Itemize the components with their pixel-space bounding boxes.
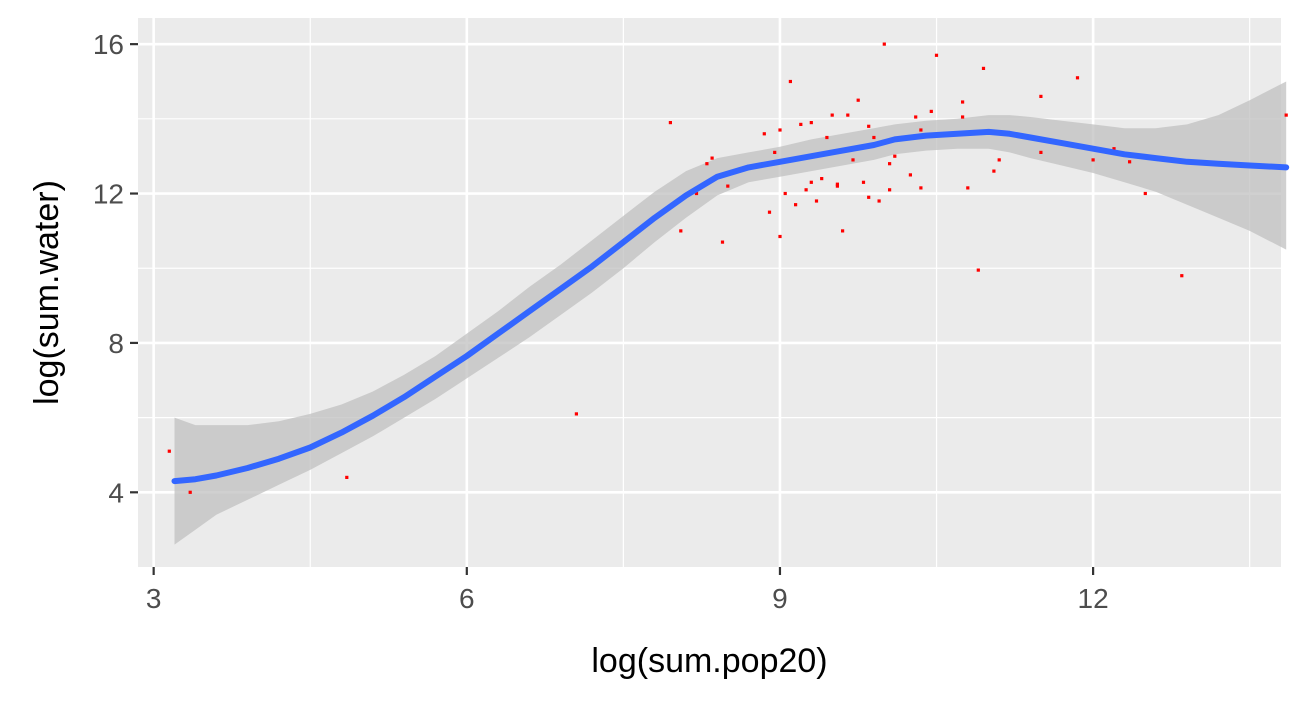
plot-panel [138, 18, 1281, 567]
data-point [1128, 160, 1132, 164]
data-point [919, 128, 923, 132]
data-point [872, 135, 876, 140]
data-point [1143, 191, 1147, 196]
data-point [966, 186, 970, 190]
data-point [1039, 150, 1043, 154]
data-point [867, 124, 871, 128]
data-point [773, 150, 777, 154]
data-point [997, 158, 1001, 162]
x-tick-label: 3 [146, 583, 162, 614]
data-point [976, 268, 980, 272]
data-point [919, 186, 923, 190]
data-point [856, 98, 860, 102]
x-tick-label: 12 [1078, 583, 1109, 614]
y-tick-label: 4 [108, 477, 124, 508]
data-point [804, 188, 808, 192]
data-point [778, 234, 782, 239]
data-point [851, 158, 855, 162]
x-axis-title: log(sum.pop20) [591, 642, 827, 680]
y-tick-label: 12 [93, 179, 124, 210]
data-point [877, 199, 881, 203]
data-point [846, 113, 850, 117]
data-point [1180, 274, 1184, 278]
data-point [992, 169, 996, 173]
data-point [961, 100, 965, 104]
data-point [867, 195, 871, 199]
data-point [694, 191, 699, 196]
data-point [710, 156, 714, 160]
data-point [861, 180, 866, 184]
x-tick-label: 6 [459, 583, 475, 614]
smooth-line-layer [171, 128, 1290, 485]
data-point [841, 229, 845, 233]
data-point [1039, 94, 1043, 98]
data-point [1112, 147, 1116, 151]
data-point [882, 42, 886, 46]
data-point [961, 115, 965, 119]
data-point [345, 475, 349, 479]
data-point [835, 184, 839, 188]
data-point [835, 182, 839, 186]
data-point [934, 53, 939, 57]
data-point [794, 203, 798, 207]
data-point [814, 199, 819, 203]
data-point [668, 121, 672, 125]
y-axis-title: log(sum.water) [28, 180, 66, 405]
smooth-line [171, 128, 1290, 485]
data-point [914, 115, 918, 119]
data-point [788, 79, 792, 84]
y-tick-label: 8 [108, 328, 124, 359]
data-point [679, 229, 683, 233]
y-axis: 4 8 12 16 [93, 29, 138, 508]
data-point [705, 162, 709, 166]
data-point [893, 154, 897, 158]
data-point [574, 412, 578, 416]
data-point [1075, 76, 1080, 80]
data-point [1091, 158, 1095, 162]
data-point [188, 490, 192, 494]
data-point [888, 162, 892, 166]
data-point [820, 177, 824, 181]
data-point [762, 132, 766, 136]
data-point [830, 113, 834, 117]
data-point [929, 109, 933, 113]
data-point [809, 180, 813, 184]
data-point [726, 184, 730, 188]
data-point [809, 121, 813, 125]
x-tick-label: 9 [772, 583, 788, 614]
data-point [825, 135, 829, 140]
data-point [908, 173, 912, 177]
data-point [799, 122, 803, 126]
data-point [1284, 113, 1288, 117]
data-point [783, 191, 787, 196]
data-point [767, 210, 772, 214]
x-axis: 3 6 9 12 [146, 567, 1109, 614]
data-point [981, 66, 986, 70]
y-tick-label: 16 [93, 29, 124, 60]
data-point [888, 188, 892, 192]
data-point [778, 128, 782, 132]
data-point [167, 449, 171, 453]
data-point [720, 240, 725, 244]
